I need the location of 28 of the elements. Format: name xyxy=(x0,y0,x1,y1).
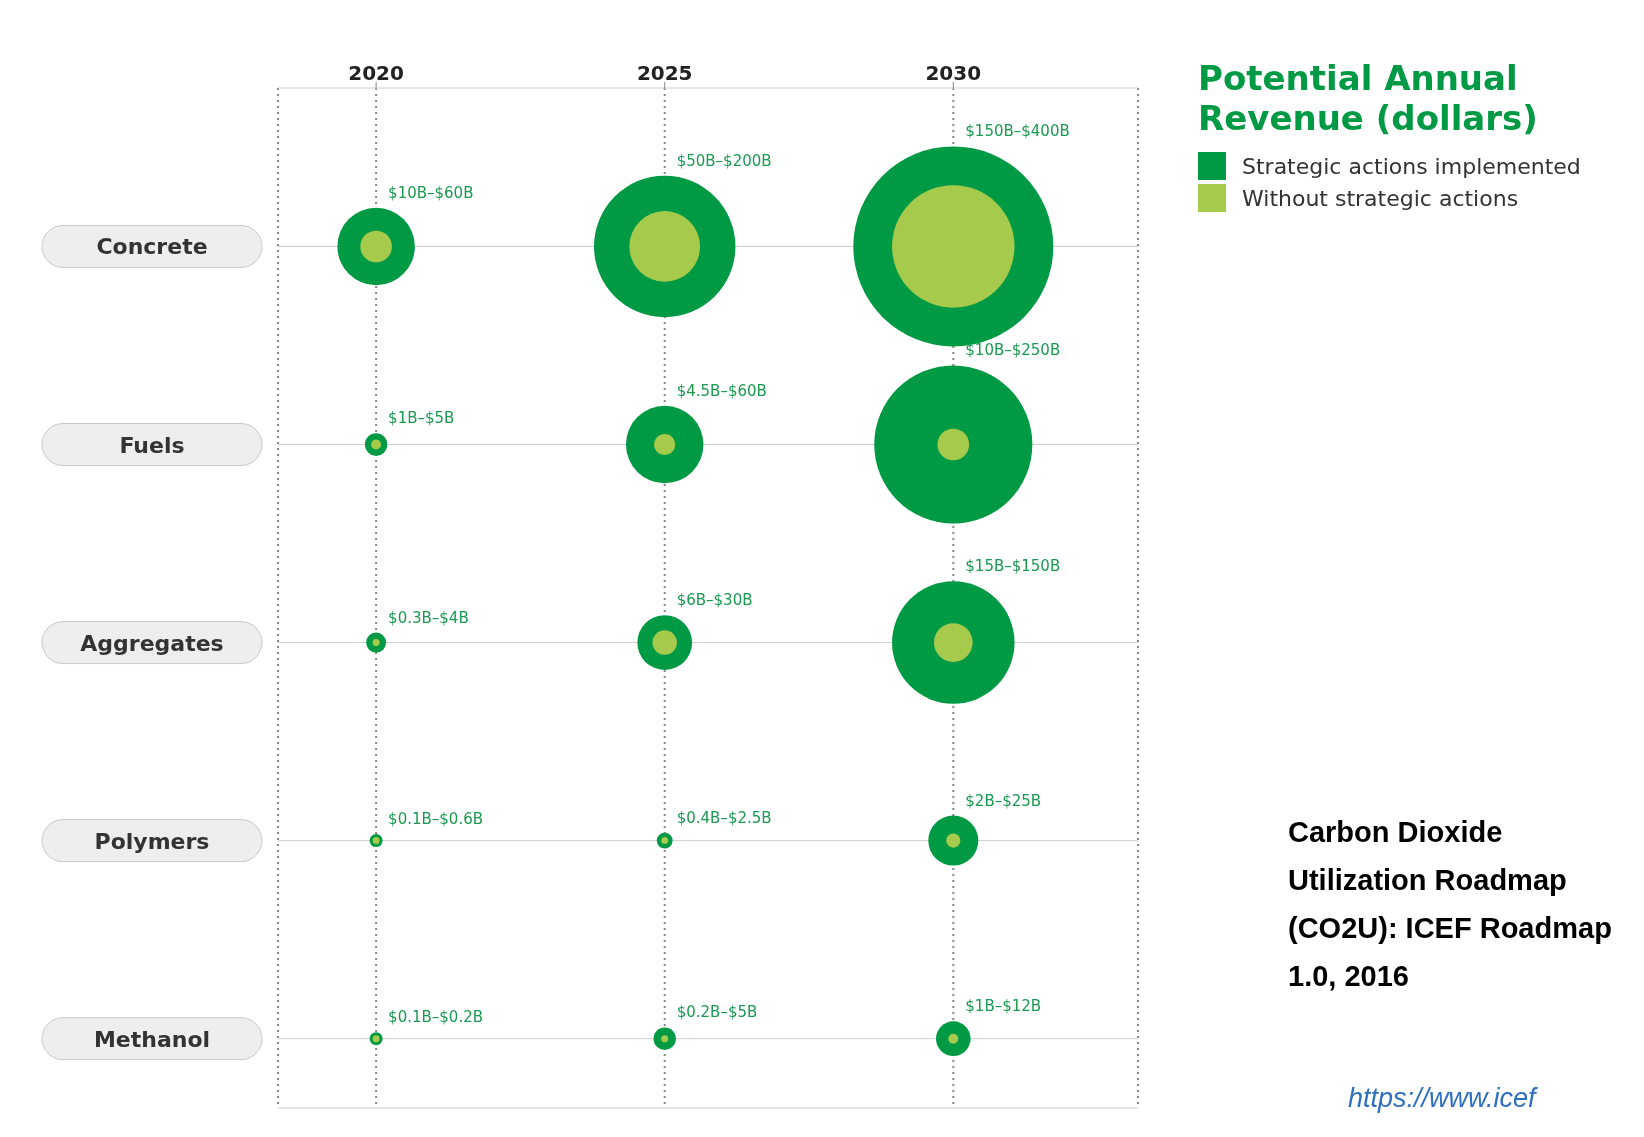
data-label: $15B–$150B xyxy=(965,557,1061,576)
y-tick-label: Fuels xyxy=(119,432,185,458)
data-label: $2B–$25B xyxy=(965,791,1042,810)
data-label: $0.1B–$0.2B xyxy=(388,1008,484,1027)
data-label: $1B–$12B xyxy=(965,997,1042,1016)
data-label: $6B–$30B xyxy=(676,591,753,610)
text: Carbon Dioxide Utilization Roadmap (CO2U): ICEF Roadmap 1.0, 2016 xyxy=(1288,815,1613,994)
y-tick-label: Methanol xyxy=(93,1026,211,1052)
data-label: $50B–$200B xyxy=(676,151,772,170)
data-label: $10B–$60B xyxy=(388,183,474,202)
x-tick-label: 2030 xyxy=(925,61,982,85)
data-label: $0.3B–$4B xyxy=(388,608,469,627)
data-label: $1B–$5B xyxy=(388,409,455,428)
y-tick-label: Aggregates xyxy=(80,630,224,656)
y-tick-label: Polymers xyxy=(94,828,210,854)
x-tick-label: 2020 xyxy=(348,61,404,85)
data-label: $4.5B–$60B xyxy=(676,381,767,400)
legend-label: Strategic actions implemented xyxy=(1242,153,1581,179)
text: https://www.icef xyxy=(1348,1083,1536,1114)
y-tick-label: Concrete xyxy=(96,234,208,260)
data-label: $0.4B–$2.5B xyxy=(676,808,772,827)
legend-title: Potential Annual Revenue (dollars) xyxy=(1198,58,1539,138)
x-tick-label: 2025 xyxy=(636,61,693,85)
legend-label: Without strategic actions xyxy=(1242,185,1519,211)
data-label: $0.1B–$0.6B xyxy=(388,810,484,829)
data-label: $0.2B–$5B xyxy=(676,1003,758,1022)
data-label: $10B–$250B xyxy=(965,341,1061,360)
data-label: $150B–$400B xyxy=(965,122,1070,141)
